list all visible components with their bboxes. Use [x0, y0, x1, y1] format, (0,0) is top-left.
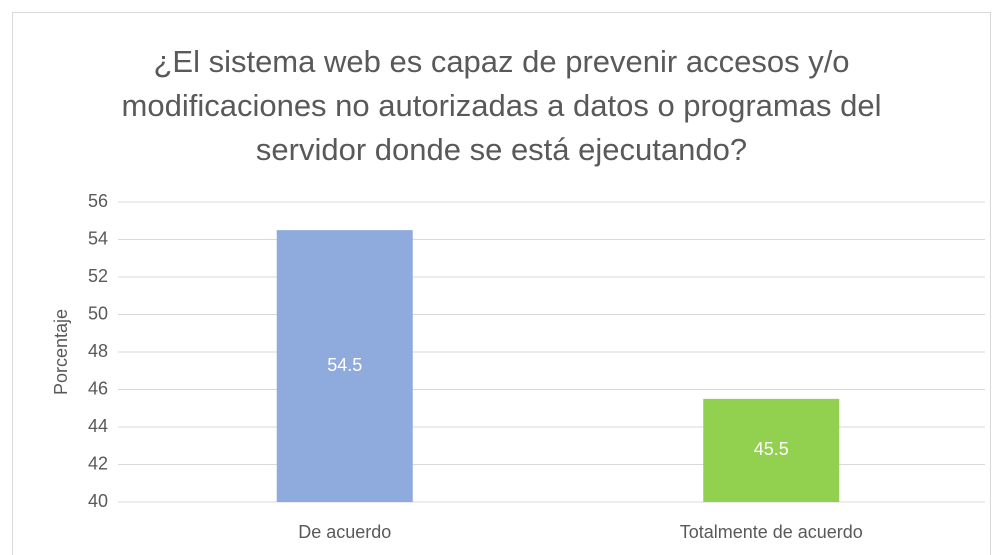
chart-title: ¿El sistema web es capaz de prevenir acc…: [121, 44, 882, 167]
y-tick-label: 44: [88, 416, 108, 436]
x-tick-label: De acuerdo: [298, 522, 391, 542]
y-tick-label: 56: [88, 191, 108, 211]
x-tick-label: Totalmente de acuerdo: [680, 522, 863, 542]
y-tick-label: 48: [88, 341, 108, 361]
y-tick-label: 46: [88, 378, 108, 398]
bar: [703, 398, 840, 502]
y-axis-label: Porcentaje: [51, 309, 71, 395]
y-tick-label: 54: [88, 228, 108, 248]
y-tick-label: 42: [88, 453, 108, 473]
y-tick-label: 50: [88, 303, 108, 323]
y-tick-label: 40: [88, 491, 108, 511]
data-label: 45.5: [754, 439, 789, 459]
y-tick-label: 52: [88, 266, 108, 286]
data-label: 54.5: [327, 355, 362, 375]
bar: [276, 230, 413, 502]
